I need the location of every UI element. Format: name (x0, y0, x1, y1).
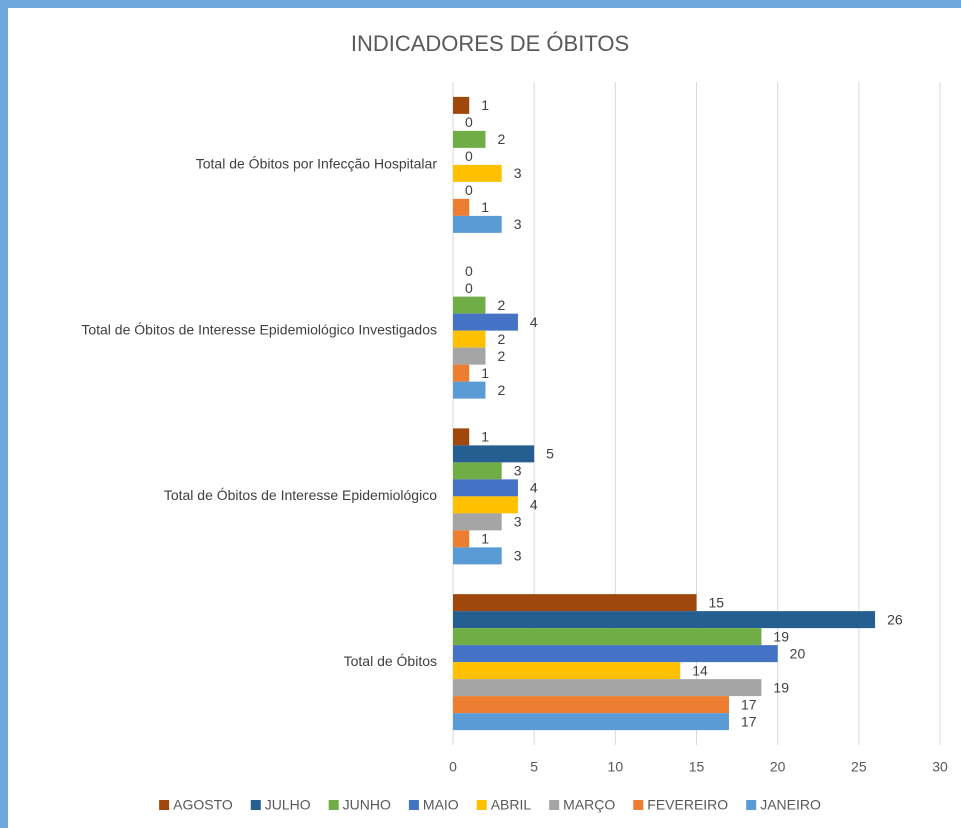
value-label: 3 (514, 514, 522, 530)
legend-swatch (549, 800, 560, 810)
bar (453, 662, 681, 680)
legend-swatch (633, 800, 644, 810)
value-label: 0 (465, 114, 473, 130)
bar (453, 198, 470, 216)
bar (453, 628, 762, 646)
value-label: 2 (497, 131, 505, 147)
bar (453, 130, 486, 148)
value-label: 1 (481, 97, 489, 113)
value-label: 4 (530, 497, 538, 513)
legend-label: MARÇO (563, 797, 615, 813)
x-tick-label: 10 (608, 759, 624, 775)
value-label: 3 (514, 165, 522, 181)
bar (453, 381, 486, 399)
value-label: 3 (514, 463, 522, 479)
category-label: Total de Óbitos de Interesse Epidemiológ… (81, 321, 437, 337)
bar (453, 215, 502, 233)
value-label: 0 (465, 263, 473, 279)
value-label: 2 (497, 382, 505, 398)
bar (453, 96, 470, 114)
legend-label: JULHO (265, 797, 311, 813)
bar (453, 347, 486, 365)
bar (453, 696, 729, 714)
value-label: 2 (497, 297, 505, 313)
legend-swatch (250, 800, 261, 810)
chart-title: INDICADORES DE ÓBITOS (351, 31, 629, 56)
bar (453, 313, 518, 331)
category-label: Total de Óbitos (344, 653, 437, 669)
value-label: 26 (887, 611, 903, 627)
value-label: 17 (741, 713, 757, 729)
value-label: 0 (465, 148, 473, 164)
value-label: 19 (773, 679, 789, 695)
value-label: 15 (709, 594, 725, 610)
value-label: 17 (741, 696, 757, 712)
value-label: 14 (692, 662, 708, 678)
bar (453, 679, 762, 697)
legend-swatch (159, 800, 170, 810)
value-label: 3 (514, 548, 522, 564)
x-tick-label: 20 (770, 759, 786, 775)
value-label: 0 (465, 182, 473, 198)
x-tick-label: 5 (530, 759, 538, 775)
value-label: 19 (773, 628, 789, 644)
bar (453, 330, 486, 348)
legend-swatch (328, 800, 339, 810)
bar (453, 364, 470, 382)
legend-label: MAIO (423, 797, 459, 813)
value-label: 1 (481, 365, 489, 381)
value-label: 4 (530, 314, 538, 330)
legend-label: FEVEREIRO (647, 797, 728, 813)
value-label: 3 (514, 216, 522, 232)
bar (453, 713, 729, 731)
x-tick-label: 0 (449, 759, 457, 775)
category-label: Total de Óbitos por Infecção Hospitalar (196, 156, 438, 172)
bar (453, 496, 518, 514)
bar (453, 296, 486, 314)
x-tick-label: 30 (932, 759, 948, 775)
category-label: Total de Óbitos de Interesse Epidemiológ… (164, 487, 437, 503)
bar (453, 164, 502, 182)
value-label: 20 (790, 645, 806, 661)
value-label: 1 (481, 429, 489, 445)
bar (453, 530, 470, 548)
x-tick-label: 25 (851, 759, 867, 775)
bar (453, 594, 697, 612)
bar (453, 428, 470, 446)
legend-swatch (746, 800, 757, 810)
legend-swatch (408, 800, 419, 810)
value-label: 2 (497, 331, 505, 347)
bar (453, 462, 502, 480)
x-tick-label: 15 (689, 759, 705, 775)
bar (453, 513, 502, 531)
value-label: 1 (481, 531, 489, 547)
bar (453, 547, 502, 565)
value-label: 4 (530, 480, 538, 496)
legend-label: ABRIL (491, 797, 532, 813)
value-label: 0 (465, 280, 473, 296)
bar (453, 479, 518, 497)
legend-label: JANEIRO (760, 797, 821, 813)
bar (453, 645, 778, 663)
value-label: 2 (497, 348, 505, 364)
value-label: 5 (546, 446, 554, 462)
legend-label: JUNHO (343, 797, 391, 813)
bar (453, 611, 876, 629)
legend-label: AGOSTO (173, 797, 233, 813)
legend-swatch (476, 800, 487, 810)
value-label: 1 (481, 199, 489, 215)
bar (453, 445, 535, 463)
